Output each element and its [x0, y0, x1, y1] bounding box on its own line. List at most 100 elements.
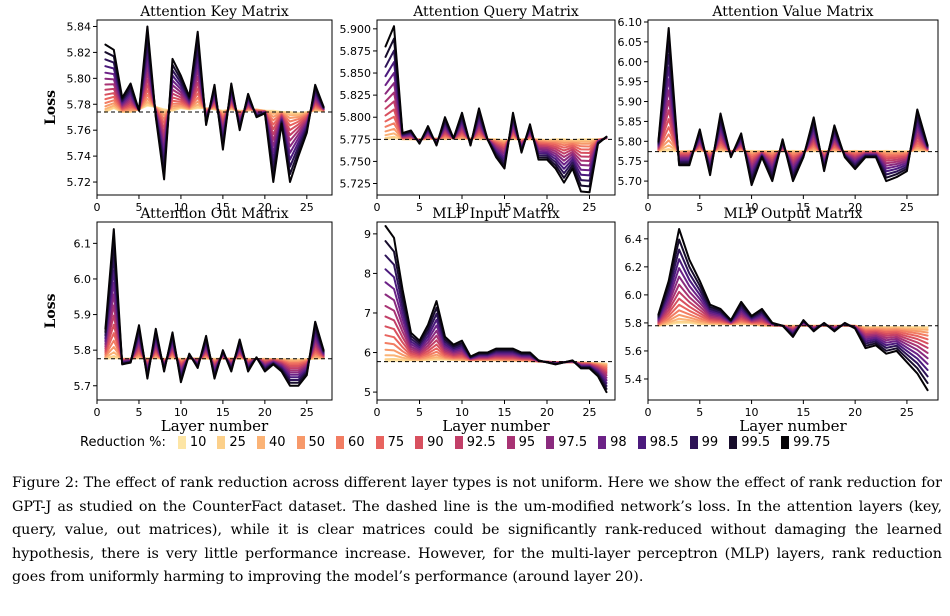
y-tick-label: 5.90: [618, 96, 643, 109]
y-tick-label: 6.05: [618, 36, 643, 49]
y-tick-label: 5.9: [74, 309, 92, 322]
y-tick-label: 9: [364, 228, 371, 241]
series-line: [384, 25, 608, 194]
legend-label: 90: [427, 434, 444, 450]
legend-label: 99.5: [741, 434, 771, 450]
plot-area: [376, 221, 616, 401]
x-tick-label: 20: [848, 201, 862, 214]
legend-label: 98: [610, 434, 627, 450]
y-tick-label: 5.850: [340, 67, 372, 80]
x-tick-label: 0: [374, 406, 381, 419]
x-tick-label: 10: [745, 406, 759, 419]
legend-item: 97.5: [546, 435, 587, 450]
x-tick-label: 5: [416, 406, 423, 419]
x-tick-label: 15: [216, 406, 230, 419]
x-tick-label: 20: [540, 201, 554, 214]
legend-label: 50: [308, 434, 326, 450]
x-axis-label: Layer number: [442, 417, 550, 435]
legend-swatch: [415, 435, 424, 449]
legend-swatch: [296, 435, 305, 449]
x-tick-label: 15: [796, 201, 810, 214]
series-line: [657, 228, 929, 392]
y-tick-label: 5.775: [340, 133, 372, 146]
y-tick-label: 5.800: [340, 111, 372, 124]
series-group: [657, 228, 929, 392]
x-tick-label: 10: [745, 201, 759, 214]
legend-label: 97.5: [558, 434, 588, 450]
x-tick-label: 0: [94, 406, 101, 419]
legend-swatch: [781, 435, 790, 449]
legend-item: 40: [256, 434, 286, 450]
y-tick-label: 5.875: [340, 45, 372, 58]
x-tick-label: 25: [900, 201, 914, 214]
y-tick-label: 5.75: [618, 155, 643, 168]
y-tick-label: 5.8: [625, 317, 643, 330]
y-tick-label: 5.8: [74, 344, 92, 357]
y-tick-label: 5.6: [625, 345, 643, 358]
y-tick-label: 6.00: [618, 56, 643, 69]
legend-item: 99.75: [781, 435, 830, 450]
x-tick-label: 15: [498, 201, 512, 214]
legend: Reduction %: 10 25 40 50 60 75 90 92.5 95 97.5 98 9…: [80, 431, 841, 453]
chart-panel: Attention Out Matrix 0 5 10 15 20 25 5.7 5.8 5.9 6…: [43, 206, 333, 435]
x-tick-label: 25: [583, 201, 597, 214]
x-tick-label: 20: [848, 406, 862, 419]
x-tick-label: 5: [135, 406, 142, 419]
y-tick-label: 5.725: [340, 178, 372, 191]
legend-item: 25: [217, 435, 246, 450]
legend-title: Reduction %:: [80, 434, 166, 450]
y-tick-label: 5.825: [340, 89, 372, 102]
legend-label: 75: [387, 434, 405, 450]
series-group: [384, 25, 608, 194]
x-tick-label: 20: [258, 406, 272, 419]
figure-caption: Figure 2: The effect of rank reduction a…: [12, 475, 942, 585]
legend-swatch: [375, 435, 384, 449]
legend-items: 10 25 40 50 60 75 90 92.5 95 97.5 98 98.5 99 99.5 99.7…: [177, 434, 842, 450]
legend-swatch: [256, 435, 265, 449]
series-line: [384, 225, 608, 394]
legend-item: 98: [598, 435, 627, 450]
legend-label: 99.75: [793, 434, 831, 450]
x-tick-label: 15: [216, 201, 230, 214]
x-tick-label: 5: [416, 201, 423, 214]
y-tick-label: 5.80: [67, 72, 92, 85]
legend-label: 25: [229, 434, 246, 450]
x-tick-label: 10: [174, 201, 188, 214]
y-tick-label: 5.76: [67, 124, 92, 137]
y-tick-label: 5.80: [618, 135, 643, 148]
x-tick-label: 25: [300, 201, 314, 214]
chart-title: Attention Key Matrix: [139, 4, 289, 20]
x-tick-label: 25: [900, 406, 914, 419]
series-group: [657, 27, 929, 187]
legend-swatch: [336, 435, 345, 449]
legend-label: 40: [268, 434, 286, 450]
chart-title: Attention Value Matrix: [711, 4, 873, 20]
legend-swatch: [729, 435, 738, 449]
y-tick-label: 7: [364, 307, 371, 320]
y-tick-label: 5.72: [67, 176, 92, 189]
chart-panel: Attention Value Matrix 0 5 10 15 20 25 5.70 5.75…: [618, 4, 939, 214]
y-axis-label: Loss: [43, 90, 59, 125]
legend-swatch: [454, 435, 463, 449]
x-tick-label: 25: [300, 406, 314, 419]
chart-title: Attention Query Matrix: [412, 4, 579, 20]
chart-panel: Attention Key Matrix 0 5 10 15 20 25 5.72 5.74 5.…: [43, 4, 333, 214]
x-tick-label: 10: [174, 406, 188, 419]
y-tick-label: 6.4: [625, 233, 643, 246]
y-tick-label: 8: [364, 267, 371, 280]
legend-swatch: [217, 435, 226, 449]
legend-swatch: [637, 435, 646, 449]
y-tick-label: 5: [364, 386, 371, 399]
x-tick-label: 5: [135, 201, 142, 214]
y-tick-label: 5.4: [625, 373, 643, 386]
legend-swatch: [546, 435, 555, 449]
y-tick-label: 6.1: [74, 237, 92, 250]
y-tick-label: 6.0: [625, 289, 643, 302]
legend-swatch: [177, 435, 186, 449]
x-tick-label: 0: [374, 201, 381, 214]
series-group: [104, 228, 325, 387]
y-axis-label: Loss: [43, 293, 59, 328]
chart-title: MLP Input Matrix: [432, 206, 560, 222]
x-tick-label: 5: [696, 201, 703, 214]
